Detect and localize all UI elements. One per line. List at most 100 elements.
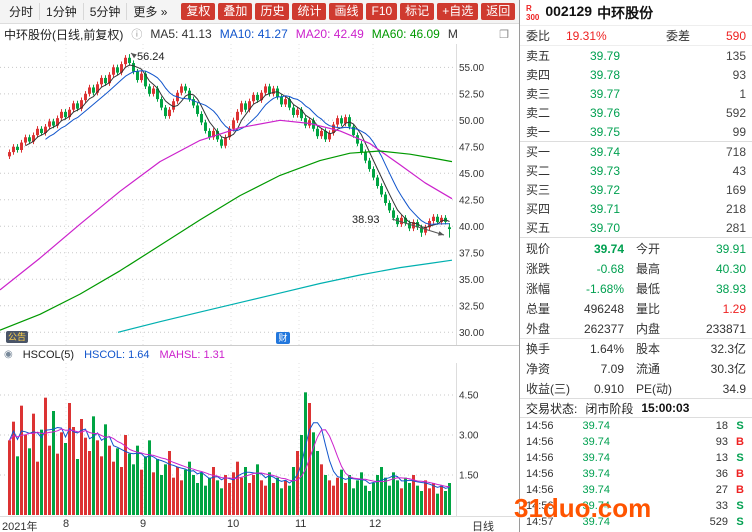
tick-price: 39.74 [582,420,610,432]
info-pair: 换手 1.64% [526,340,636,357]
period-tabs: 分时 1分钟 5分钟 更多 » [3,3,173,20]
flag-margin: R [526,3,532,13]
book-volume: 592 [725,105,746,120]
tick-volume: 529 [709,516,728,528]
indicator-icon[interactable]: ◉ [4,349,13,360]
toolbar-button[interactable]: 统计 [292,3,327,20]
ask-row[interactable]: 卖五 39.79 135 [520,46,752,65]
svg-text:30.00: 30.00 [459,328,484,339]
book-price: 39.73 [589,163,620,178]
toolbar-buttons: 复权 叠加 历史 统计 画线 F10 标记 +自选 返回 [181,3,516,20]
period-label[interactable]: 日线 [472,521,494,532]
ask-row[interactable]: 卖三 39.77 1 [520,84,752,103]
info-label: 现价 [526,241,551,256]
tick-time: 14:56 [526,436,554,448]
book-price: 39.74 [589,144,620,159]
tick-price: 39.74 [582,452,610,464]
status-value: 闭市阶段 [585,401,634,416]
info-pair: 流通 30.3亿 [636,360,746,377]
finance-report-badge[interactable]: 财 [276,332,290,344]
info-value: 40.30 [715,261,746,276]
period-tab[interactable]: 1分钟 [40,3,84,20]
toolbar-button[interactable]: 画线 [329,3,364,20]
month-label: 12 [369,518,382,530]
bid-row[interactable]: 买二 39.73 43 [520,161,752,180]
info-pair: 股本 32.3亿 [636,340,746,357]
ask-row[interactable]: 卖四 39.78 93 [520,65,752,84]
tick-flag: S [736,420,744,432]
book-divider [520,141,752,142]
indicator-chart[interactable]: 4.50 3.00 1.50 [0,363,519,516]
info-row: 涨幅 -1.68% 最低 38.93 [520,278,752,298]
candlestick-chart[interactable]: 55.00 52.50 50.00 47.50 45.00 42.50 40.00 37.50… [0,44,519,345]
indicator-name[interactable]: HSCOL(5) [22,348,75,361]
tick-row: 14:56 39.74 18 S [520,418,752,434]
svg-text:37.50: 37.50 [459,248,484,259]
bid-row[interactable]: 买一 39.74 718 [520,142,752,161]
toolbar-button[interactable]: 叠加 [218,3,253,20]
svg-text:3.00: 3.00 [459,431,479,442]
book-label: 卖二 [526,106,551,120]
book-price: 39.70 [589,220,620,235]
period-tab[interactable]: 分时 [3,3,41,20]
svg-text:35.00: 35.00 [459,275,484,286]
book-label: 买三 [526,183,551,197]
info-pair: 最高 40.30 [636,260,746,277]
book-price: 39.72 [589,182,620,197]
book-label: 买五 [526,221,551,235]
status-time: 15:00:03 [641,401,690,415]
toolbar-button[interactable]: +自选 [437,3,479,20]
period-tab[interactable]: 更多 » [133,5,168,19]
weibi-row: 委比 19.31% 委差 590 [520,26,752,46]
toolbar-button[interactable]: 历史 [255,3,290,20]
book-volume: 218 [725,201,746,216]
svg-text:1.50: 1.50 [459,471,479,482]
ask-row[interactable]: 卖一 39.75 99 [520,122,752,141]
indicator-value-1: HSCOL: 1.64 [84,348,150,361]
watermark: 31duo.com [514,493,652,523]
svg-text:42.50: 42.50 [459,195,484,206]
indicator-value-2: MAHSL: 1.31 [159,348,225,361]
tick-time: 14:56 [526,468,554,480]
ask-levels: 卖五 39.79 135 卖四 39.78 93 卖三 39.77 1 卖二 39.76 592 卖一 3… [520,46,752,141]
tick-price: 39.74 [582,516,610,528]
tick-list[interactable]: 14:56 39.74 18 S 14:56 39.74 93 B 14:56 39.74 13 S 1… [520,418,752,530]
toolbar-button[interactable]: 返回 [481,3,516,20]
bid-row[interactable]: 买五 39.70 281 [520,218,752,237]
info-row: 总量 496248 量比 1.29 [520,298,752,318]
info-label: 量比 [636,301,661,316]
bid-row[interactable]: 买四 39.71 218 [520,199,752,218]
period-tab[interactable]: 5分钟 [84,3,128,20]
info-icon[interactable]: ⓘ [131,29,143,41]
flag-hs300: 300 [526,12,540,22]
book-label: 买四 [526,202,551,216]
info-pair: 涨跌 -0.68 [526,260,636,277]
toolbar-button[interactable]: F10 [366,3,398,20]
info-value: 34.9 [722,381,746,396]
info-value: 1.64% [589,342,624,356]
info-value: -0.68 [596,261,624,276]
info-pair: 净资 7.09 [526,360,636,377]
info-value: 233871 [705,321,746,336]
info-pair: 最低 38.93 [636,280,746,297]
quote-panel: R 300 002129 中环股份 委比 19.31% 委差 590 卖五 39.… [520,0,752,532]
toolbar-button[interactable]: 复权 [181,3,216,20]
quote-info: 现价 39.74 今开 39.91 涨跌 -0.68 最高 40.30 涨幅 -1.68% 最低 38… [520,238,752,398]
tick-volume: 33 [715,500,728,512]
tick-row: 14:56 39.74 27 B [520,482,752,498]
ask-row[interactable]: 卖二 39.76 592 [520,103,752,122]
status-label: 交易状态: [526,401,578,416]
tick-row: 14:56 39.74 13 S [520,450,752,466]
book-price: 39.79 [589,48,620,63]
toolbar-button[interactable]: 标记 [400,3,435,20]
tick-flag: S [736,452,744,464]
bid-row[interactable]: 买三 39.72 169 [520,180,752,199]
book-volume: 169 [725,182,746,197]
stock-code: 002129 [545,2,593,19]
svg-text:4.50: 4.50 [459,391,479,402]
window-icon[interactable]: ❐ [499,28,509,41]
weibi-label: 委比 [526,29,551,43]
announcement-badge[interactable]: 公告 [6,331,29,343]
info-pair: 内盘 233871 [636,320,746,337]
book-price: 39.71 [589,201,620,216]
